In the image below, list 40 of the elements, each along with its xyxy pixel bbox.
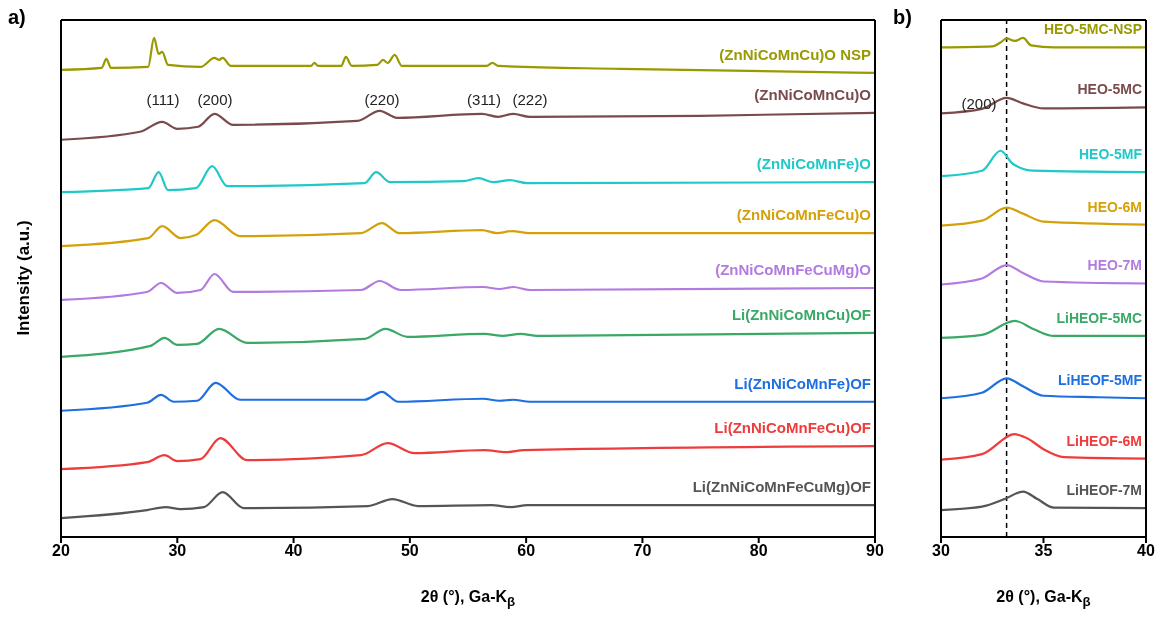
series-label: LiHEOF-5MF <box>1058 372 1143 389</box>
x-tick-label: 30 <box>932 542 950 560</box>
series-label: Li(ZnNiCoMnFeCu)OF <box>714 419 871 437</box>
series-label: Li(ZnNiCoMnFeCuMg)OF <box>692 478 871 496</box>
series-label: LiHEOF-5MC <box>1056 309 1142 326</box>
x-tick-label: 90 <box>866 542 884 560</box>
series-label: (ZnNiCoMnFeCuMg)O <box>715 260 872 278</box>
x-tick-label: 40 <box>1137 542 1155 560</box>
series-label: Li(ZnNiCoMnFe)OF <box>734 374 871 392</box>
x-tick-label: 40 <box>284 542 303 560</box>
chart-title: b) <box>893 6 912 29</box>
annotation: (200) <box>197 90 233 108</box>
annotation: (200) <box>961 94 997 112</box>
x-tick-label: 80 <box>749 542 768 560</box>
series-label: HEO-5MC <box>1077 81 1142 98</box>
annotation: (222) <box>512 90 548 108</box>
series-label: (ZnNiCoMnCu)O NSP <box>719 45 871 63</box>
series-label: HEO-5MF <box>1079 146 1143 163</box>
series-label: Li(ZnNiCoMnCu)OF <box>731 305 871 323</box>
annotation: (220) <box>364 90 400 108</box>
series-label: LiHEOF-6M <box>1066 432 1142 449</box>
x-axis-title: 2θ (°), Ga-K$_{β}$ <box>995 588 1092 610</box>
x-tick-label: 30 <box>168 542 187 560</box>
annotation: (111) <box>146 90 180 108</box>
x-tick-label: 20 <box>52 542 70 560</box>
series-label: LiHEOF-7M <box>1066 482 1142 499</box>
x-tick-label: 70 <box>633 542 652 560</box>
x-tick-label: 50 <box>400 542 419 560</box>
x-axis-title: 2θ (°), Ga-K$_{β}$ <box>419 588 517 610</box>
y-axis-title: Intensity (a.u.) <box>14 220 34 336</box>
chart-title: a) <box>8 6 26 29</box>
series-label: HEO-6M <box>1087 198 1142 215</box>
series-label: (ZnNiCoMnFeCu)O <box>736 206 872 224</box>
annotation: (311) <box>467 90 501 108</box>
series-label: (ZnNiCoMnCu)O <box>754 85 872 103</box>
series-label: HEO-5MC-NSP <box>1043 21 1142 38</box>
series-label: HEO-7M <box>1087 257 1142 274</box>
series-label: (ZnNiCoMnFe)O <box>756 155 872 173</box>
x-tick-label: 60 <box>517 542 536 560</box>
x-tick-label: 35 <box>1034 542 1053 560</box>
